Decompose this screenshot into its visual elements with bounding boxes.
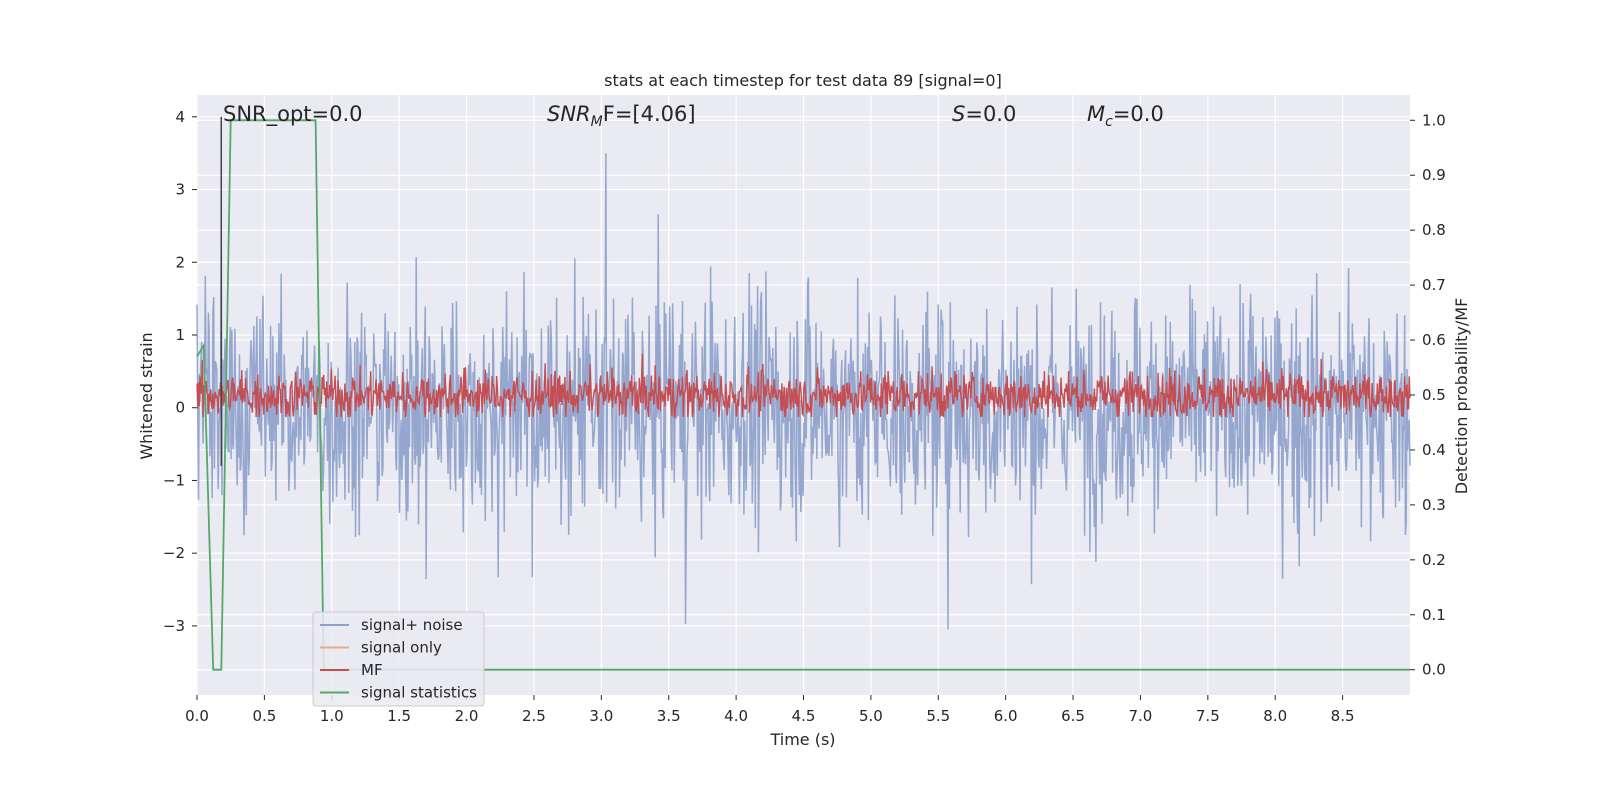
y-tick-label-4: 1	[175, 326, 185, 344]
mf-line	[196, 353, 1411, 418]
y-right-tick-label-2: 0.2	[1422, 551, 1446, 569]
y-right-tick-label-3: 0.3	[1422, 496, 1446, 514]
x-tick-label-1: 0.5	[252, 707, 276, 725]
annotation-s: S=0.0	[952, 102, 1016, 126]
x-tick-label-11: 5.5	[926, 707, 950, 725]
x-tick-label-7: 3.5	[657, 707, 681, 725]
legend-box	[312, 611, 485, 707]
x-tick-label-10: 5.0	[859, 707, 883, 725]
annotation-s-main: S	[952, 102, 965, 126]
y-tick-label-5: 2	[175, 253, 185, 271]
x-axis-label: Time (s)	[769, 730, 835, 749]
y-right-tick-label-4: 0.4	[1422, 441, 1446, 459]
annotation-snr-mf-sub: M	[591, 114, 603, 130]
x-tick-label-13: 6.5	[1061, 707, 1085, 725]
x-tick-label-3: 1.5	[387, 707, 411, 725]
y-tick-label-7: 4	[175, 108, 185, 126]
annotation-snr-mf-main: SNR	[547, 102, 591, 126]
y-right-tick-label-10: 1.0	[1422, 111, 1446, 129]
x-tick-label-6: 3.0	[589, 707, 613, 725]
signal-noise-series	[196, 153, 1411, 630]
legend-label-1: signal only	[361, 639, 442, 657]
annotation-snr-mf: SNRMF=[4.06]	[547, 102, 696, 130]
x-tick-label-17: 8.5	[1331, 707, 1355, 725]
x-tick-label-2: 1.0	[320, 707, 344, 725]
chart-title: stats at each timestep for test data 89 …	[604, 71, 1002, 90]
legend: signal+ noise signal only MF signal statist…	[312, 611, 485, 707]
y-tick-label-1: −2	[163, 544, 185, 562]
y-axis-label: Whitened strain	[137, 332, 156, 459]
y-right-tick-label-5: 0.5	[1422, 386, 1446, 404]
legend-label-3: signal statistics	[361, 684, 477, 702]
signal-noise-line	[196, 153, 1411, 630]
annotation-s-rest: =0.0	[965, 102, 1016, 126]
y-right-tick-label-1: 0.1	[1422, 606, 1446, 624]
y-right-tick-label-0: 0.0	[1422, 661, 1446, 679]
x-tick-label-5: 2.5	[522, 707, 546, 725]
legend-label-2: MF	[361, 661, 383, 679]
y-tick-label-6: 3	[175, 181, 185, 199]
y-right-tick-label-9: 0.9	[1422, 166, 1446, 184]
annotation-mc-rest: =0.0	[1113, 102, 1164, 126]
annotation-mc: Mc=0.0	[1087, 102, 1164, 130]
mf-series	[196, 353, 1411, 418]
annotation-mc-sub: c	[1105, 114, 1113, 130]
annotation-mc-main: M	[1087, 102, 1105, 126]
y-right-tick-label-7: 0.7	[1422, 276, 1446, 294]
y-right-axis-label: Detection probability/MF	[1452, 298, 1471, 495]
x-tick-label-16: 8.0	[1263, 707, 1287, 725]
signal-statistics-line	[196, 119, 1410, 671]
x-tick-label-12: 6.0	[994, 707, 1018, 725]
x-tick-label-4: 2.0	[455, 707, 479, 725]
y-right-axis-ticks: 0.0 0.1 0.2 0.3 0.4 0.5 0.6 0.7 0.8 0.9 1.0	[1410, 111, 1446, 679]
y-axis-ticks: −3 −2 −1 0 1 2 3 4	[163, 108, 197, 635]
x-axis-ticks: 0.0 0.5 1.0 1.5 2.0 2.5 3.0 3.5 4.0 4.5 5.0 5.5 6.0 6…	[185, 695, 1355, 725]
y-tick-label-2: −1	[163, 471, 185, 489]
x-tick-label-9: 4.5	[792, 707, 816, 725]
x-tick-label-15: 7.5	[1196, 707, 1220, 725]
signal-statistics-series	[196, 119, 1410, 671]
annotation-snr-mf-rest: F=[4.06]	[603, 102, 696, 126]
y-right-tick-label-8: 0.8	[1422, 221, 1446, 239]
x-tick-label-0: 0.0	[185, 707, 209, 725]
legend-label-0: signal+ noise	[361, 616, 463, 634]
x-tick-label-14: 7.0	[1129, 707, 1153, 725]
annotation-snr-opt: SNR_opt=0.0	[223, 102, 363, 127]
y-tick-label-3: 0	[175, 399, 185, 417]
x-tick-label-8: 4.0	[724, 707, 748, 725]
y-right-tick-label-6: 0.6	[1422, 331, 1446, 349]
y-tick-label-0: −3	[163, 617, 185, 635]
